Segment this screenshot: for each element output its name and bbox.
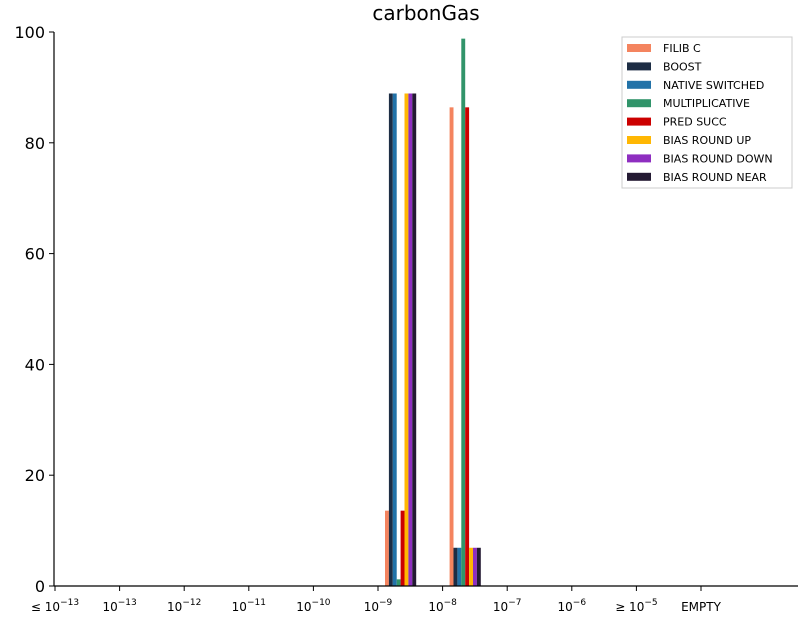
bar [457, 547, 462, 586]
legend-swatch [627, 117, 651, 126]
y-ticks: 0 20 40 60 80 100 [14, 23, 54, 596]
x-ticks: ≤ 10−13 10−13 10−12 10−11 10−10 10−9 10−8 10−7 1… [31, 586, 722, 614]
legend-swatch [627, 80, 651, 89]
bar [453, 547, 458, 586]
axes [53, 32, 798, 587]
legend-swatch [627, 136, 651, 144]
legend-label: BOOST [663, 60, 702, 73]
x-tick-label: 10−6 [558, 598, 587, 614]
bar [473, 547, 477, 586]
bar [449, 107, 454, 586]
bar [400, 510, 405, 586]
y-tick-label: 80 [25, 134, 45, 153]
bar [476, 547, 481, 586]
bar [408, 93, 413, 587]
bar [396, 579, 401, 586]
y-tick-label: 100 [14, 23, 45, 42]
legend-label: NATIVE SWITCHED [663, 79, 764, 92]
bar [392, 93, 397, 587]
legend-swatch [627, 154, 651, 163]
bar [385, 510, 389, 586]
bar [469, 547, 473, 586]
bar [412, 93, 417, 587]
legend-box [621, 36, 793, 189]
legend-label: MULTIPLICATIVE [663, 97, 750, 110]
legend-label: BIAS ROUND DOWN [663, 152, 773, 165]
bar [404, 93, 409, 587]
bar [465, 107, 470, 586]
x-tick-label: EMPTY [681, 600, 722, 614]
legend-label: BIAS ROUND NEAR [663, 171, 767, 184]
legend-swatch [627, 172, 651, 181]
y-tick-label: 40 [25, 355, 45, 374]
x-tick-label: 10−12 [167, 598, 201, 614]
legend-label: PRED SUCC [663, 116, 727, 129]
bar [461, 38, 466, 586]
x-tick-label: 10−10 [296, 598, 331, 614]
legend-swatch [627, 62, 651, 71]
bar [388, 93, 393, 587]
y-tick-label: 20 [25, 466, 45, 485]
chart-title: carbonGas [372, 1, 479, 25]
x-tick-label: 10−8 [428, 598, 457, 614]
x-tick-label: ≥ 10−5 [615, 598, 657, 614]
x-tick-label: 10−7 [493, 598, 522, 614]
x-tick-label: 10−13 [102, 598, 136, 614]
x-tick-label: 10−9 [364, 598, 393, 614]
legend: FILIB C BOOST NATIVE SWITCHED MULTIPLICATIV… [621, 36, 793, 189]
legend-swatch [627, 44, 651, 52]
bars-layer [385, 38, 481, 587]
legend-label: FILIB C [663, 42, 701, 55]
legend-label: BIAS ROUND UP [663, 134, 751, 147]
x-tick-label: 10−11 [232, 598, 266, 614]
y-tick-label: 60 [25, 245, 45, 264]
legend-swatch [627, 99, 651, 108]
y-tick-label: 0 [35, 577, 45, 596]
x-tick-label: ≤ 10−13 [31, 598, 79, 614]
